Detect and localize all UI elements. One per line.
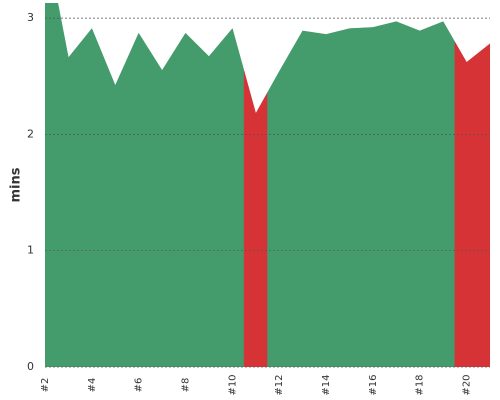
area-segment bbox=[126, 32, 151, 367]
area-segment bbox=[45, 3, 57, 367]
x-tick-label: #18 bbox=[415, 374, 426, 395]
area-segment bbox=[314, 31, 339, 367]
area-segment bbox=[56, 3, 81, 367]
area-segment bbox=[243, 70, 268, 367]
x-tick-label: #14 bbox=[321, 374, 332, 395]
area-segment bbox=[173, 32, 198, 367]
area-segment bbox=[478, 43, 490, 367]
area-segment bbox=[267, 50, 292, 367]
y-tick-label: 3 bbox=[27, 11, 34, 24]
area-segment bbox=[454, 41, 479, 367]
y-tick-label: 0 bbox=[27, 360, 34, 373]
area-segment bbox=[150, 50, 175, 367]
area-segment bbox=[431, 21, 456, 367]
x-tick-label: #16 bbox=[368, 374, 379, 395]
area-segment bbox=[290, 30, 315, 367]
y-tick-label: 1 bbox=[27, 244, 34, 257]
x-tick-label: #6 bbox=[134, 378, 145, 393]
x-tick-label: #20 bbox=[462, 374, 473, 395]
y-tick-label: 2 bbox=[27, 127, 34, 140]
x-tick-label: #4 bbox=[87, 378, 98, 393]
x-tick-label: #10 bbox=[227, 374, 238, 395]
area-segment bbox=[407, 25, 432, 367]
area-segment bbox=[384, 21, 409, 367]
y-axis-label: mins bbox=[9, 167, 24, 202]
area-segment bbox=[103, 56, 128, 367]
area-segment bbox=[220, 28, 245, 367]
x-tick-label: #8 bbox=[181, 378, 192, 393]
x-tick-label: #12 bbox=[274, 374, 285, 395]
area-segment bbox=[79, 28, 104, 367]
plot-area bbox=[45, 3, 490, 367]
area-segment bbox=[360, 24, 385, 367]
area-segment bbox=[196, 41, 221, 367]
x-tick-label: #2 bbox=[40, 378, 51, 393]
area-segment bbox=[337, 27, 362, 367]
